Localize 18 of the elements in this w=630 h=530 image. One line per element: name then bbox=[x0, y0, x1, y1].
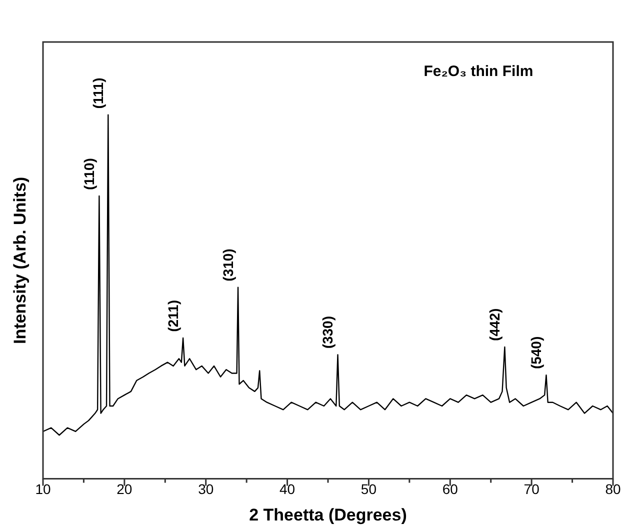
annotation: (310) bbox=[220, 248, 236, 282]
annotation: (110) bbox=[81, 158, 98, 190]
x-tick-label: 10 bbox=[35, 481, 51, 498]
x-axis-title: 2 Theetta (Degrees) bbox=[249, 505, 407, 524]
x-tick-label: 70 bbox=[524, 481, 540, 498]
x-tick-label: 80 bbox=[605, 481, 621, 498]
y-axis-title: Intensity (Arb. Units) bbox=[10, 176, 30, 344]
x-tick-label: 40 bbox=[279, 481, 296, 498]
annotation: (111) bbox=[90, 78, 106, 109]
annotation: (442) bbox=[486, 308, 503, 342]
x-tick-label: 30 bbox=[198, 481, 214, 498]
annotation: (211) bbox=[164, 300, 181, 332]
chart-title: Fe₂O₃ thin Film bbox=[424, 63, 534, 80]
annotation: (540) bbox=[528, 336, 544, 370]
annotation: (330) bbox=[320, 316, 336, 349]
x-tick-label: 60 bbox=[442, 481, 458, 498]
x-tick-label: 20 bbox=[116, 481, 132, 498]
x-tick-label: 50 bbox=[360, 481, 377, 498]
